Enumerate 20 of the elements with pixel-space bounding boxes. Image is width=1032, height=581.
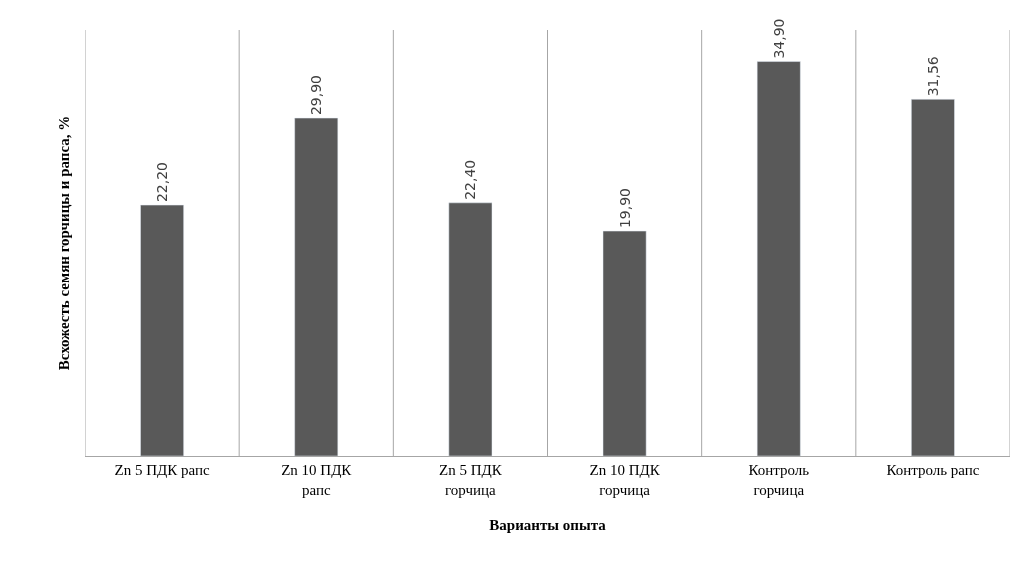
y-axis-title: Всхожесть семян горчицы и рапса, % bbox=[56, 115, 73, 371]
bar bbox=[756, 61, 801, 456]
data-label: 22,20 bbox=[154, 162, 171, 203]
bar bbox=[140, 204, 184, 456]
bar bbox=[602, 230, 647, 456]
data-label: 22,40 bbox=[462, 159, 479, 200]
bar bbox=[911, 99, 955, 456]
data-label: 19,90 bbox=[616, 188, 633, 229]
data-label: 34,90 bbox=[770, 18, 787, 59]
data-label: 29,90 bbox=[308, 74, 325, 116]
bar bbox=[294, 117, 339, 456]
x-tick-label: Zn 10 ПДК рапс bbox=[281, 462, 353, 498]
bar bbox=[448, 202, 493, 456]
x-tick-label: Контроль горчица bbox=[748, 462, 810, 498]
x-tick-label: Zn 5 ПДК горчица bbox=[439, 462, 503, 498]
data-label: 31,56 bbox=[924, 56, 941, 97]
x-tick-label: Контроль рапс bbox=[886, 462, 980, 478]
x-axis-title: Варианты опыта bbox=[489, 516, 607, 533]
x-tick-label: Zn 10 ПДК горчица bbox=[589, 462, 661, 498]
x-tick-label: Zn 5 ПДК рапс bbox=[114, 462, 210, 478]
